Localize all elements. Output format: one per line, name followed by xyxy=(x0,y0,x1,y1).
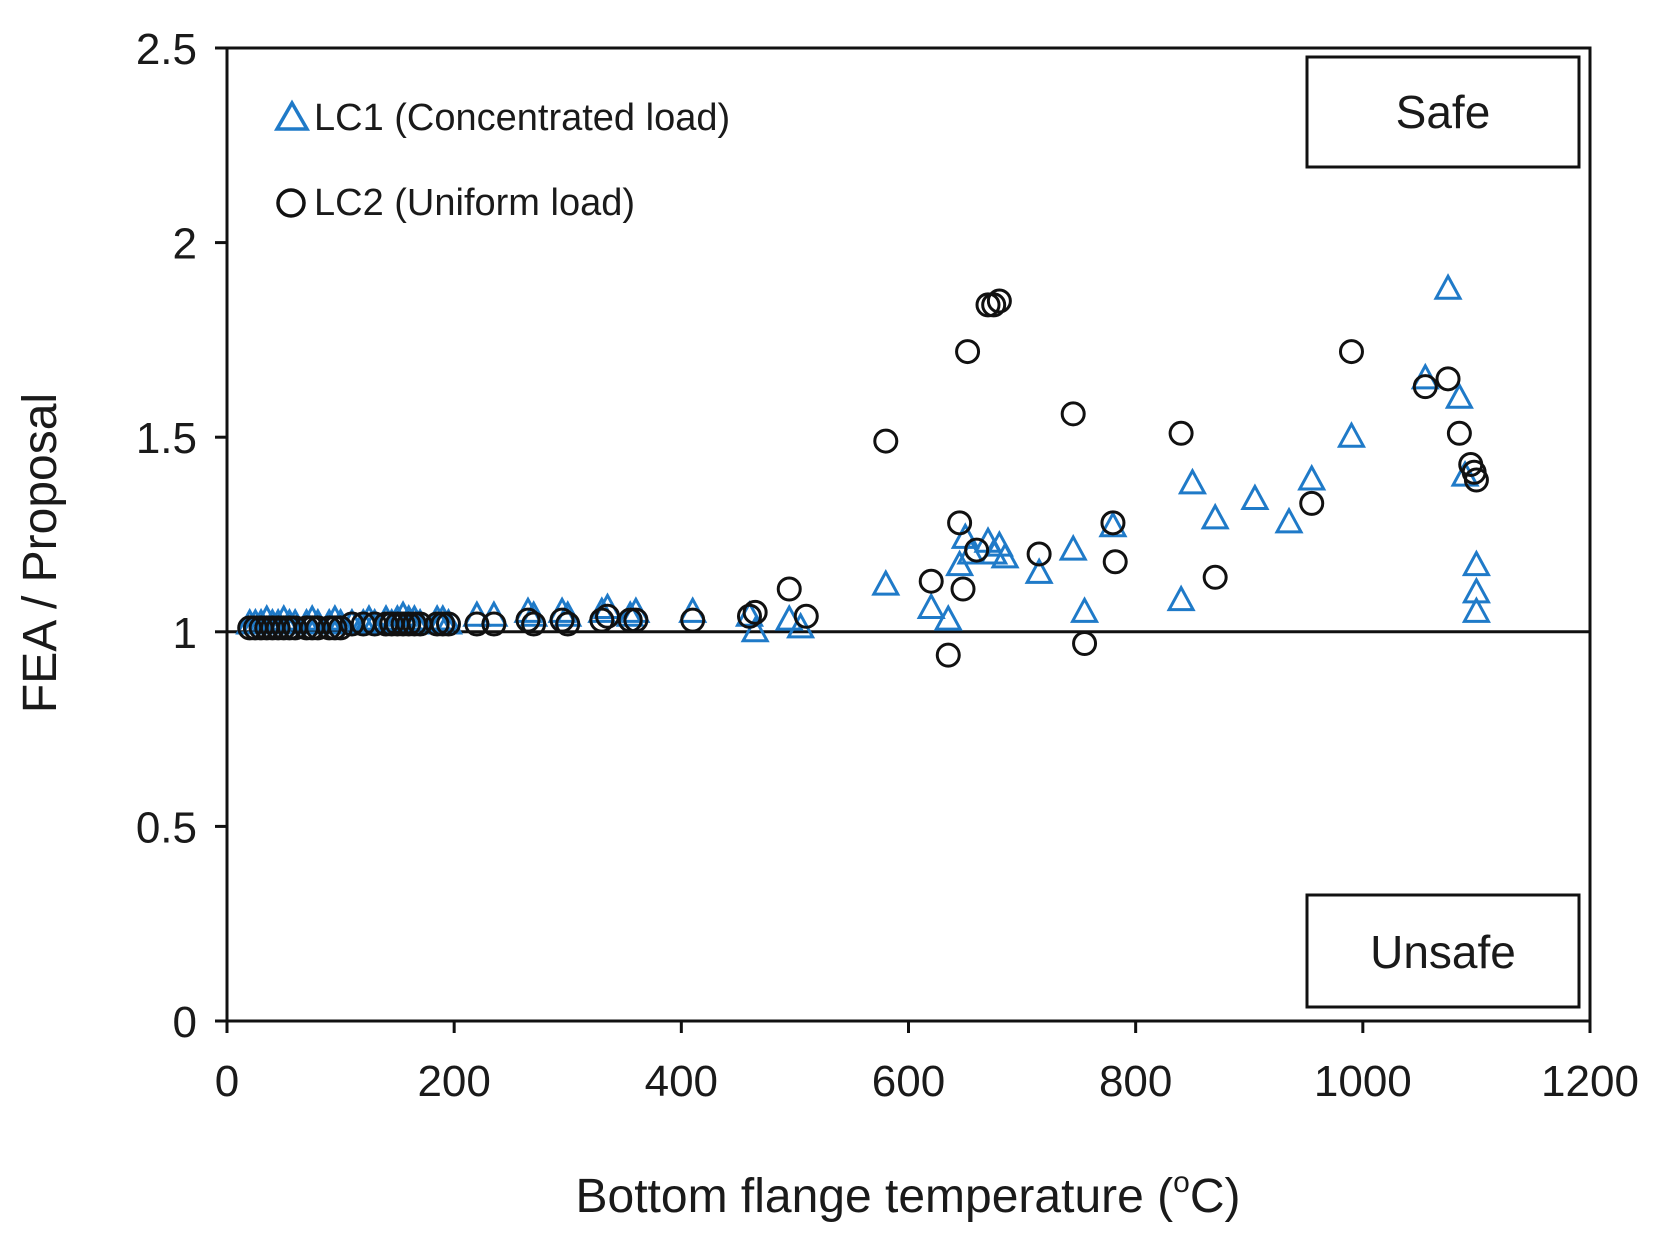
x-tick-label: 1200 xyxy=(1541,1057,1639,1106)
lc2-data-point xyxy=(873,428,899,454)
safe-annotation: Safe xyxy=(1305,55,1581,169)
lc2-data-point xyxy=(1072,630,1098,656)
lc1-data-point xyxy=(871,568,901,596)
lc1-data-point xyxy=(1274,506,1304,534)
lc2-data-point xyxy=(918,568,944,594)
lc2-data-point xyxy=(1299,490,1325,516)
x-tick-label: 1000 xyxy=(1314,1057,1412,1106)
lc1-data-point xyxy=(615,600,645,627)
x-axis-title-superscript: o xyxy=(1173,1166,1190,1199)
y-tick-label: 0.5 xyxy=(136,803,197,852)
x-axis-ticks: 0 200 400 600 800 1000 1200 xyxy=(215,1021,1639,1106)
lc1-data-point xyxy=(1200,502,1230,530)
lc1-data-point xyxy=(354,603,384,631)
lc2-data-point xyxy=(1100,510,1126,536)
lc2-data-point xyxy=(736,603,762,629)
lc2-data-point xyxy=(964,537,990,563)
lc2-data-point xyxy=(549,607,575,633)
lc2-data-point xyxy=(1026,541,1052,567)
lc2-data-point xyxy=(1060,401,1086,427)
y-tick-label: 2 xyxy=(173,220,197,269)
y-axis-ticks: 0 0.5 1 1.5 2 2.5 xyxy=(136,25,227,1047)
lc2-data-point xyxy=(464,611,490,637)
lc2-data-point xyxy=(1202,564,1228,590)
lc1-data-point xyxy=(1070,596,1100,623)
lc2-data-point xyxy=(1463,467,1489,493)
x-tick-label: 400 xyxy=(645,1057,718,1106)
legend-lc2-circle-icon xyxy=(276,188,306,218)
lc2-data-point xyxy=(1435,366,1461,392)
lc2-data-point xyxy=(742,599,768,625)
lc1-data-point xyxy=(1177,467,1207,495)
lc2-data-point xyxy=(1412,374,1438,400)
lc2-data-point xyxy=(515,607,541,633)
x-axis-title-end: C) xyxy=(1190,1170,1241,1223)
legend-lc1-triangle-icon xyxy=(273,99,311,131)
lc2-data-point xyxy=(521,611,547,637)
x-tick-label: 600 xyxy=(872,1057,945,1106)
lc2-data-point xyxy=(623,607,649,633)
y-tick-label: 0 xyxy=(173,998,197,1047)
lc1-data-point xyxy=(1461,549,1491,577)
y-tick-label: 1 xyxy=(173,609,197,658)
unsafe-label: Unsafe xyxy=(1370,926,1516,978)
lc1-data-point xyxy=(1166,584,1196,612)
lc2-data-point xyxy=(680,607,706,633)
lc2-data-point xyxy=(555,611,581,637)
lc1-data-point xyxy=(933,603,963,631)
unsafe-box xyxy=(1305,893,1581,1009)
x-axis-title-main: Bottom flange temperature ( xyxy=(576,1170,1174,1223)
lc2-data-point xyxy=(481,611,507,637)
lc2-data-point xyxy=(981,292,1007,318)
lc1-data-point xyxy=(1058,533,1088,561)
lc2-data-point xyxy=(1168,420,1194,446)
lc1-data-point xyxy=(990,541,1020,569)
lc2-data-point xyxy=(1446,420,1472,446)
lc1-data-point xyxy=(916,592,946,619)
lc1-data-point xyxy=(1297,463,1327,491)
y-tick-label: 2.5 xyxy=(136,25,197,74)
lc1-data-point xyxy=(1461,596,1491,623)
x-tick-label: 800 xyxy=(1099,1057,1172,1106)
lc1-data-point xyxy=(1444,382,1474,409)
lc2-data-point xyxy=(793,603,819,629)
lc1-data-point xyxy=(1098,510,1128,538)
y-axis-title: FEA / Proposal xyxy=(14,393,67,713)
lc2-data-point xyxy=(950,576,976,602)
lc2-data-point xyxy=(589,607,615,633)
lc1-data-point xyxy=(1240,483,1270,510)
lc2-data-point xyxy=(947,510,973,536)
x-tick-label: 200 xyxy=(417,1057,490,1106)
lc2-data-point xyxy=(1338,339,1364,365)
safe-box xyxy=(1305,55,1581,169)
legend-lc1-label: LC1 (Concentrated load) xyxy=(314,97,730,139)
lc2-data-point xyxy=(1102,549,1128,575)
lc2-data-point xyxy=(435,611,461,637)
lc2-data-point xyxy=(776,576,802,602)
lc1-data-point xyxy=(1433,273,1463,300)
lc2-data-point xyxy=(935,642,961,668)
y-tick-label: 1.5 xyxy=(136,414,197,463)
legend: LC1 (Concentrated load) LC2 (Uniform loa… xyxy=(273,97,730,224)
safe-label: Safe xyxy=(1396,86,1491,138)
lc2-data-point xyxy=(955,339,981,365)
x-axis-title: Bottom flange temperature (oC) xyxy=(576,1166,1241,1223)
lc1-data-point xyxy=(1336,421,1367,448)
lc1-data-point xyxy=(428,603,458,631)
legend-lc2-label: LC2 (Uniform load) xyxy=(314,182,635,224)
unsafe-annotation: Unsafe xyxy=(1305,893,1581,1009)
lc1-data-point xyxy=(1024,557,1054,584)
lc2-data-point xyxy=(986,288,1012,314)
x-tick-label: 0 xyxy=(215,1057,239,1106)
lc1-data-point xyxy=(740,615,770,643)
series-lc2-points xyxy=(237,288,1489,668)
